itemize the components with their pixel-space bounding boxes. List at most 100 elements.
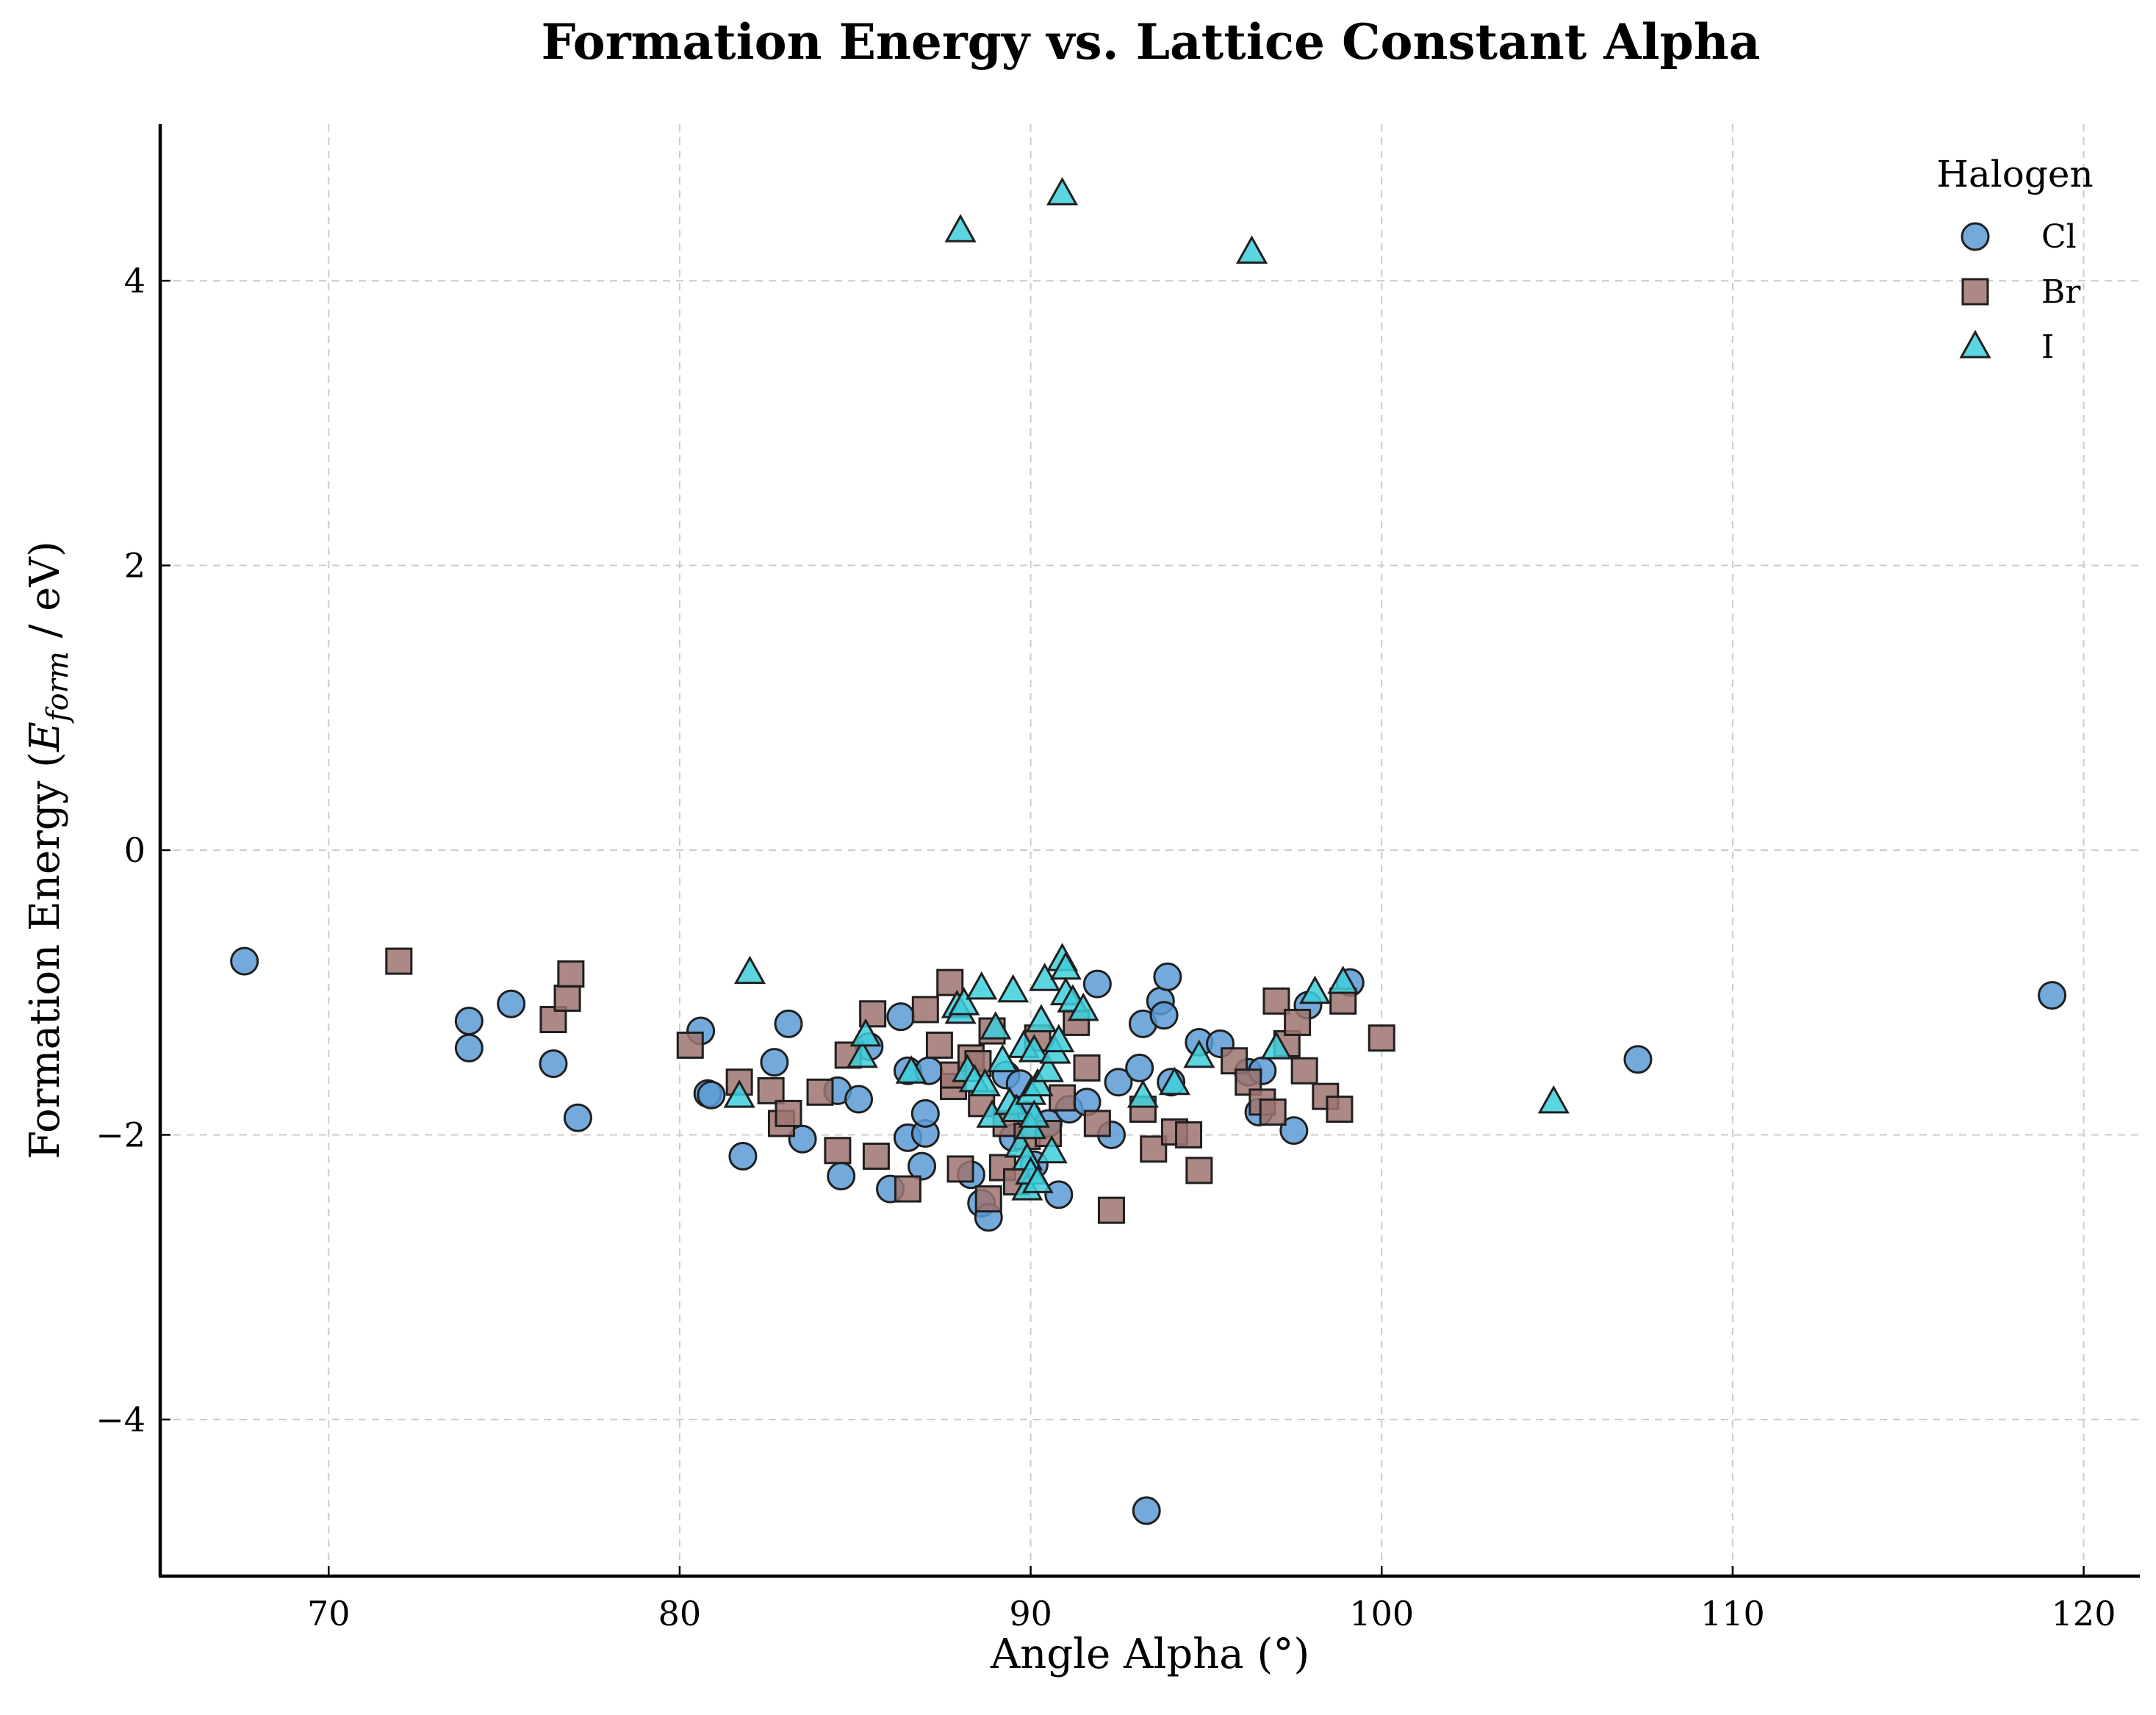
point-cl <box>1279 1116 1309 1146</box>
point-br <box>1097 1196 1125 1224</box>
y-tick-label: −2 <box>96 1115 145 1154</box>
y-tick-label: −4 <box>96 1400 145 1439</box>
point-br <box>1368 1024 1395 1052</box>
point-br <box>925 1031 953 1059</box>
point-br <box>757 1076 785 1104</box>
point-cl <box>908 1151 937 1181</box>
point-br <box>862 1143 890 1171</box>
point-i <box>1235 235 1268 264</box>
point-i <box>1327 966 1359 994</box>
y-axis-ticks: −4 −2 0 2 4 <box>96 261 170 1439</box>
point-cl <box>1149 1001 1179 1030</box>
point-br <box>974 1185 1002 1213</box>
point-cl <box>230 946 259 976</box>
point-i <box>1032 1054 1065 1082</box>
point-i <box>1158 1066 1190 1096</box>
point-br <box>824 1137 852 1165</box>
y-axis-label: Formation Energy (Eform / eV) <box>21 541 75 1159</box>
point-br <box>911 996 939 1024</box>
x-tick-label: 100 <box>1349 1594 1414 1633</box>
point-i <box>1183 1039 1215 1068</box>
point-cl <box>2038 981 2067 1010</box>
y-tick-label: 2 <box>124 546 145 586</box>
x-tick-label: 110 <box>1700 1594 1765 1633</box>
legend-label: Cl <box>2041 218 2077 256</box>
point-br <box>385 947 413 975</box>
point-br <box>557 960 585 988</box>
point-cl <box>910 1099 940 1128</box>
legend-marker-br <box>1961 278 1989 306</box>
point-cl <box>497 989 526 1018</box>
point-i <box>895 1055 927 1084</box>
point-cl <box>788 1124 817 1154</box>
point-br <box>1073 1054 1101 1082</box>
point-cl <box>1044 1180 1074 1209</box>
legend-label: I <box>2041 328 2054 366</box>
point-br <box>1259 1098 1287 1126</box>
legend-label: Br <box>2041 273 2081 311</box>
x-tick-label: 80 <box>658 1594 702 1633</box>
legend-marker-cl <box>1961 222 1990 251</box>
point-br <box>1262 987 1290 1015</box>
point-br <box>1290 1057 1318 1085</box>
point-i <box>1000 1093 1033 1123</box>
point-cl <box>760 1048 789 1077</box>
point-br <box>1049 1084 1077 1112</box>
point-br <box>553 984 581 1012</box>
point-i <box>948 987 980 1015</box>
point-i <box>1021 1165 1054 1193</box>
point-cl <box>1623 1045 1653 1074</box>
legend-marker-i <box>1959 329 1991 359</box>
x-tick-label: 120 <box>2052 1594 2116 1633</box>
point-i <box>733 955 766 985</box>
series-cl <box>230 946 2067 1525</box>
point-i <box>1043 1024 1075 1053</box>
point-i <box>1260 1031 1293 1060</box>
point-cl <box>1082 969 1112 999</box>
x-axis-label: Angle Alpha (°) <box>990 1630 1309 1678</box>
point-cl <box>1104 1068 1133 1097</box>
point-i <box>846 1039 878 1068</box>
point-br <box>1083 1110 1111 1137</box>
point-br <box>1284 1008 1312 1036</box>
point-br <box>806 1078 834 1106</box>
point-i <box>986 1043 1018 1073</box>
point-br <box>936 968 964 996</box>
point-i <box>1126 1079 1160 1108</box>
x-axis-ticks: 70 80 90 100 110 120 <box>307 1566 2116 1633</box>
point-cl <box>886 1002 916 1032</box>
legend-title: Halogen <box>1936 153 2093 195</box>
legend-item-br: Br <box>1961 273 2081 311</box>
point-i <box>1067 992 1099 1021</box>
point-i <box>723 1079 755 1108</box>
x-tick-label: 90 <box>1009 1594 1052 1633</box>
point-br <box>1185 1157 1213 1184</box>
grid-lines <box>160 124 2140 1576</box>
point-cl <box>454 1033 484 1063</box>
point-i <box>1018 1034 1050 1063</box>
point-i <box>1025 1004 1057 1032</box>
point-cl <box>1132 1496 1161 1525</box>
series-i <box>723 176 1570 1201</box>
point-cl <box>539 1049 568 1079</box>
point-cl <box>844 1085 874 1114</box>
y-tick-label: 0 <box>124 830 145 870</box>
point-br <box>676 1031 704 1059</box>
point-i <box>1021 1068 1054 1097</box>
point-cl <box>827 1162 856 1191</box>
point-br <box>894 1175 921 1203</box>
point-i <box>997 974 1030 1003</box>
legend-item-cl: Cl <box>1961 218 2077 256</box>
point-br <box>946 1155 974 1183</box>
point-cl <box>1153 962 1182 991</box>
point-i <box>849 1018 882 1047</box>
point-cl <box>728 1142 758 1171</box>
point-cl <box>697 1080 726 1110</box>
point-i <box>1298 975 1332 1004</box>
legend-item-i: I <box>1959 328 2054 366</box>
point-i <box>1046 176 1079 206</box>
point-i <box>980 1011 1012 1040</box>
point-br <box>1175 1121 1203 1148</box>
point-i <box>1537 1085 1570 1114</box>
